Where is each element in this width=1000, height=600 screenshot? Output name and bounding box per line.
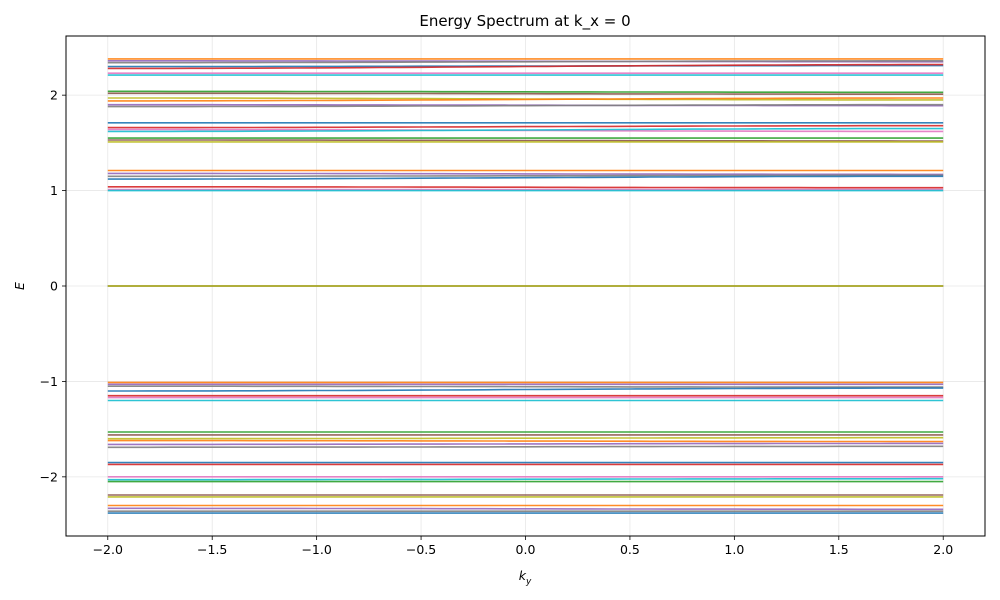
x-axis-label-subscript: y [525,577,532,587]
band-line [107,186,944,189]
y-tick-label: 1 [50,183,58,198]
x-tick-label: 0.0 [516,542,536,557]
y-tick-label: −2 [40,469,58,484]
band-line [107,507,944,511]
band-line [107,124,944,129]
band-line [107,90,944,94]
x-tick-label: 1.5 [829,542,849,557]
band-line [107,103,944,108]
band-line [107,387,944,392]
band-line [107,139,944,142]
band-line [107,174,944,178]
chart-title: Energy Spectrum at k_x = 0 [419,12,630,31]
band-line [107,385,944,388]
x-axis: −2.0 −1.5 −1.0 −0.5 0.0 0.5 1.0 1.5 2.0 [93,536,953,557]
band-line [107,63,944,70]
y-axis-label: E [12,282,27,290]
band-line [107,127,944,133]
band-line [107,97,944,102]
x-tick-label: −2.0 [93,542,123,557]
band-line [107,477,944,481]
band-line [107,436,944,440]
x-tick-label: −1.0 [301,542,331,557]
band-line [107,175,944,180]
y-tick-label: 0 [50,279,58,294]
band-line [107,92,944,95]
y-axis: −2 −1 0 1 2 [40,88,66,484]
y-tick-label: −1 [40,374,58,389]
x-tick-label: 0.5 [620,542,640,557]
x-axis-label-main: k [519,568,527,583]
x-axis-label: ky [519,568,532,587]
band-lines [107,58,944,514]
x-tick-label: −0.5 [406,542,436,557]
band-line [107,445,944,449]
x-tick-label: −1.5 [197,542,227,557]
x-tick-label: 1.0 [724,542,744,557]
band-line [107,442,944,446]
y-tick-label: 2 [50,88,58,103]
band-line [107,172,944,176]
band-line [107,439,944,443]
band-line [107,59,944,64]
x-tick-label: 2.0 [933,542,953,557]
plot-area [65,35,986,537]
